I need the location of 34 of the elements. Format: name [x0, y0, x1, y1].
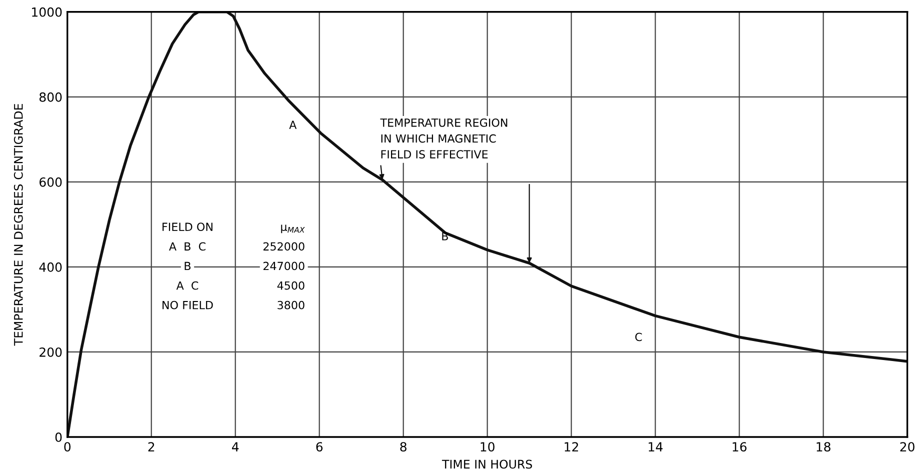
x-axis-title: TIME IN HOURS	[442, 460, 532, 469]
y-tick-label: 1000	[32, 7, 62, 17]
annotation: NO FIELD	[162, 300, 213, 310]
annotation: μ$_{MAX}$	[281, 224, 305, 234]
x-tick-label: 16	[732, 442, 746, 452]
x-tick-label: 10	[480, 442, 494, 452]
annotation: A	[289, 120, 297, 129]
line-series	[67, 12, 908, 437]
annotation: 3800	[278, 300, 304, 310]
annotation: B	[184, 262, 191, 270]
y-tick-label: 600	[40, 177, 62, 187]
x-tick-label: 20	[900, 442, 914, 452]
x-tick-label: 8	[400, 442, 406, 452]
annotation: A B C	[169, 242, 206, 251]
annotation: 247000	[263, 262, 304, 270]
x-tick-label: 12	[564, 442, 578, 452]
x-tick-label: 4	[232, 442, 239, 452]
x-tick-label: 18	[816, 442, 830, 452]
annotation: FIELD ON	[162, 222, 212, 232]
y-axis-title: TEMPERATURE IN DEGREES CENTIGRADE	[14, 104, 23, 346]
x-tick-label: 14	[648, 442, 663, 452]
y-tick-label: 400	[39, 262, 62, 272]
annotation: B	[442, 232, 448, 240]
y-tick-label: 200	[40, 347, 62, 357]
annotation: 4500	[277, 281, 304, 290]
annotation: A C	[176, 281, 198, 290]
annotation: TEMPERATURE REGION IN WHICH MAGNETIC FIELD IS EFFECTIVE	[380, 118, 508, 159]
y-tick-label: 800	[40, 92, 62, 102]
x-tick-label: 6	[316, 442, 323, 452]
x-tick-label: 2	[148, 442, 154, 452]
x-tick-label: 0	[64, 442, 71, 452]
annotation: 252000	[263, 242, 304, 251]
annotation: C	[635, 332, 642, 342]
y-tick-label: 0	[55, 432, 62, 442]
